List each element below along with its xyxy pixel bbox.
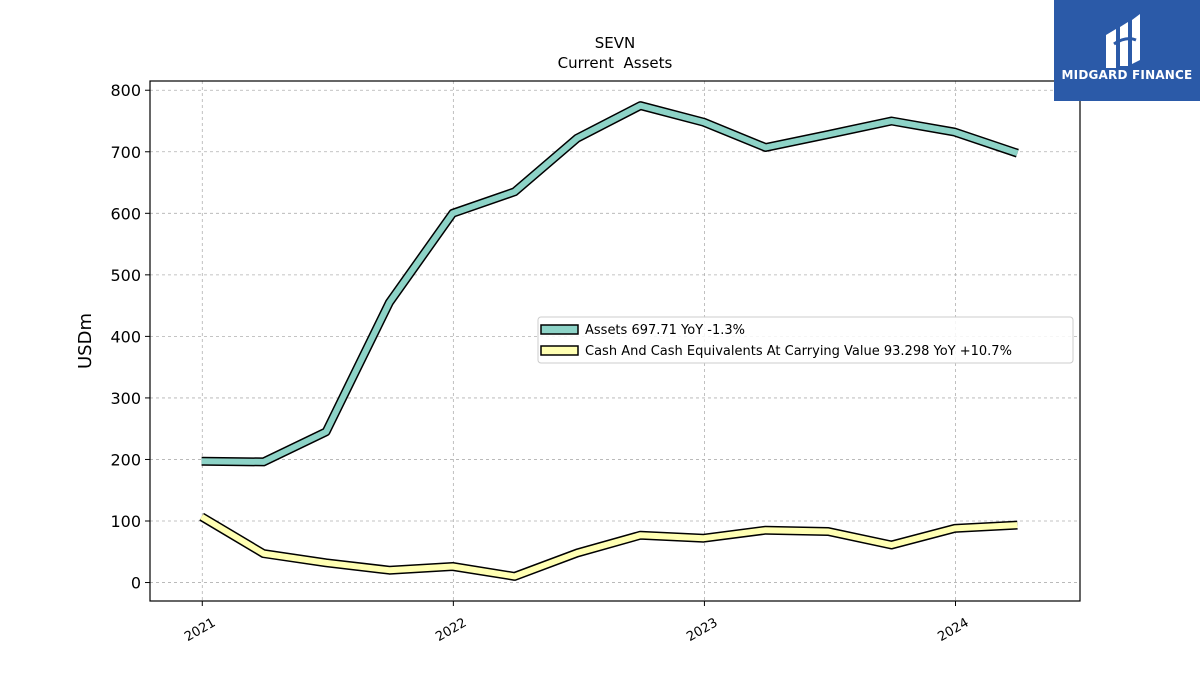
y-axis-label: USDm	[75, 313, 96, 369]
x-tick-label: 2023	[684, 615, 720, 645]
series-line-outline	[201, 101, 1019, 467]
legend-entry-label: Cash And Cash Equivalents At Carrying Va…	[585, 344, 1012, 359]
y-tick-label: 300	[110, 389, 141, 408]
y-tick-label: 100	[110, 512, 141, 531]
legend: Assets 697.71 YoY -1.3% Cash And Cash Equ…	[537, 316, 1074, 364]
legend-box	[537, 316, 1074, 364]
y-tick-label: 200	[110, 450, 141, 469]
plot-frame	[149, 80, 1081, 602]
chart-subtitle: Current Assets	[558, 54, 673, 72]
brand-logo-icon	[1106, 14, 1140, 68]
series-line-1	[201, 102, 1019, 465]
x-tick-label: 2024	[935, 615, 971, 645]
x-tick-label: 2022	[433, 615, 469, 645]
y-tick-label: 500	[110, 266, 141, 285]
y-tick-label: 400	[110, 327, 141, 346]
series-lines	[199, 101, 1019, 581]
legend-entry-label: Assets 697.71 YoY -1.3%	[585, 323, 745, 338]
brand-name: MIDGARD FINANCE	[1061, 68, 1193, 82]
series-line-2	[200, 514, 1018, 580]
legend-swatch	[540, 324, 579, 335]
x-tick-label: 2021	[182, 615, 218, 645]
y-tick-label: 700	[110, 143, 141, 162]
y-tick-label: 600	[110, 204, 141, 223]
y-tick-label: 0	[131, 574, 141, 593]
legend-swatch	[540, 345, 579, 356]
chart-title: SEVN	[595, 34, 635, 52]
y-tick-label: 800	[110, 81, 141, 100]
brand-logo: MIDGARD FINANCE	[1054, 0, 1200, 101]
